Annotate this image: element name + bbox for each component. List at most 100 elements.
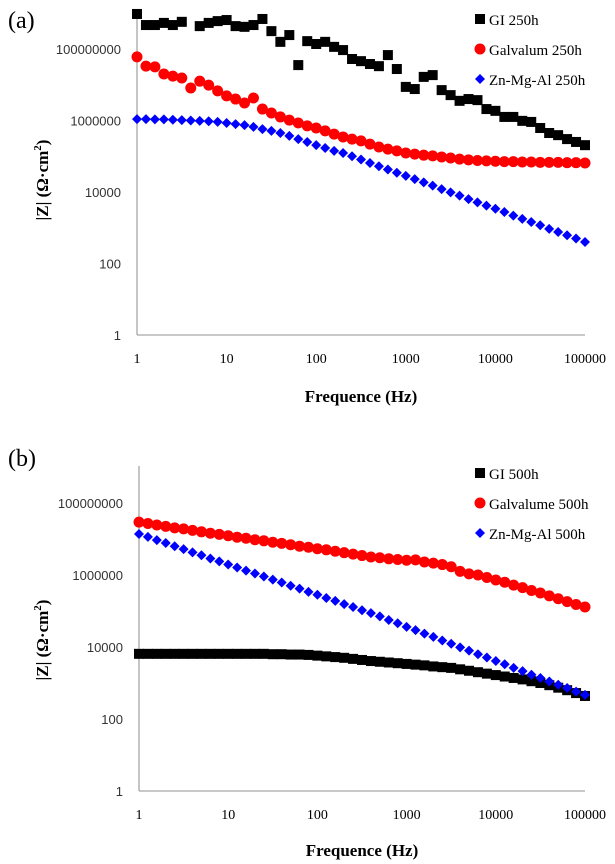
data-point bbox=[294, 583, 305, 594]
y-axis-title-superscript: 2 bbox=[32, 145, 44, 151]
data-point bbox=[490, 670, 501, 681]
legend-label: GI 500h bbox=[489, 467, 539, 483]
data-point bbox=[446, 638, 457, 649]
data-point bbox=[285, 649, 296, 660]
data-point bbox=[383, 657, 394, 668]
y-tick-label: 100 bbox=[101, 712, 123, 727]
y-axis-title-superscript: 2 bbox=[32, 605, 44, 611]
data-point bbox=[472, 95, 483, 106]
data-point bbox=[265, 107, 277, 119]
data-point bbox=[275, 36, 286, 47]
x-tick-label: 1000 bbox=[393, 808, 421, 823]
data-point bbox=[276, 577, 287, 588]
data-point bbox=[158, 68, 170, 80]
data-point bbox=[480, 155, 492, 167]
data-point bbox=[276, 649, 287, 660]
data-point bbox=[401, 658, 412, 669]
data-point bbox=[267, 649, 278, 660]
data-point bbox=[329, 545, 341, 557]
data-point bbox=[329, 145, 340, 156]
data-point bbox=[330, 652, 341, 663]
x-tick-label: 1 bbox=[136, 808, 143, 823]
data-point bbox=[356, 56, 366, 67]
data-point bbox=[517, 115, 528, 126]
data-point bbox=[516, 156, 528, 168]
data-point bbox=[481, 668, 492, 679]
data-point bbox=[534, 587, 546, 599]
data-point bbox=[134, 528, 144, 539]
data-point bbox=[247, 92, 259, 104]
data-point bbox=[543, 156, 555, 168]
data-point bbox=[409, 84, 420, 95]
data-point bbox=[409, 148, 421, 160]
data-point bbox=[312, 650, 323, 661]
series-zn-mg-al-250h bbox=[132, 114, 590, 248]
data-point bbox=[481, 200, 492, 211]
data-point bbox=[365, 551, 377, 563]
y-axis-title: |Z| (Ω·cm2) bbox=[32, 140, 52, 221]
data-point bbox=[526, 217, 537, 228]
data-point bbox=[471, 155, 483, 167]
data-point bbox=[348, 602, 359, 613]
legend-marker bbox=[475, 14, 485, 24]
data-point bbox=[276, 537, 288, 549]
data-point bbox=[160, 537, 171, 548]
data-point bbox=[517, 674, 528, 685]
data-point bbox=[418, 177, 429, 188]
x-tick-label: 10 bbox=[221, 808, 235, 823]
data-point bbox=[373, 141, 385, 153]
data-point bbox=[489, 155, 501, 167]
data-point bbox=[230, 93, 242, 105]
data-point bbox=[553, 679, 564, 690]
data-point bbox=[481, 652, 492, 663]
data-point bbox=[392, 658, 403, 669]
data-point bbox=[455, 642, 466, 653]
data-point bbox=[535, 123, 546, 134]
data-point bbox=[194, 75, 206, 87]
data-point bbox=[330, 595, 341, 606]
data-point bbox=[410, 625, 421, 636]
data-point bbox=[580, 689, 590, 700]
data-point bbox=[169, 522, 181, 534]
data-point bbox=[149, 114, 160, 125]
data-point bbox=[561, 596, 573, 608]
data-point bbox=[481, 572, 493, 584]
data-point bbox=[544, 128, 555, 139]
y-axis-title-main: |Z| bbox=[33, 197, 52, 220]
data-point bbox=[301, 120, 313, 132]
data-point bbox=[310, 122, 322, 134]
data-point bbox=[383, 615, 394, 625]
data-point bbox=[570, 599, 582, 611]
data-point bbox=[176, 72, 188, 84]
data-point bbox=[267, 574, 278, 585]
data-point bbox=[580, 140, 590, 151]
data-point bbox=[490, 203, 501, 214]
x-axis-title: Frequence (Hz) bbox=[305, 387, 418, 406]
data-point bbox=[140, 20, 151, 31]
data-point bbox=[239, 21, 250, 32]
data-point bbox=[214, 648, 225, 659]
y-axis-title-close: ) bbox=[33, 140, 52, 146]
data-point bbox=[419, 628, 430, 639]
data-point bbox=[507, 156, 519, 168]
y-tick-label: 1 bbox=[116, 784, 123, 799]
data-point bbox=[320, 544, 332, 556]
data-point bbox=[373, 61, 384, 72]
data-point bbox=[355, 135, 367, 147]
data-point bbox=[364, 138, 376, 150]
data-point bbox=[508, 672, 519, 683]
x-tick-label: 1000 bbox=[392, 352, 420, 367]
data-point bbox=[418, 149, 430, 161]
data-point bbox=[517, 582, 529, 594]
data-point bbox=[374, 552, 386, 564]
data-point bbox=[365, 608, 376, 619]
data-point bbox=[321, 593, 332, 604]
data-point bbox=[204, 527, 216, 539]
data-point bbox=[158, 17, 169, 28]
data-point bbox=[544, 676, 555, 687]
data-point bbox=[445, 90, 456, 101]
data-point bbox=[142, 531, 153, 542]
data-point bbox=[187, 524, 199, 536]
y-tick-label: 1000000 bbox=[70, 114, 121, 129]
y-tick-label: 10000 bbox=[85, 185, 121, 200]
